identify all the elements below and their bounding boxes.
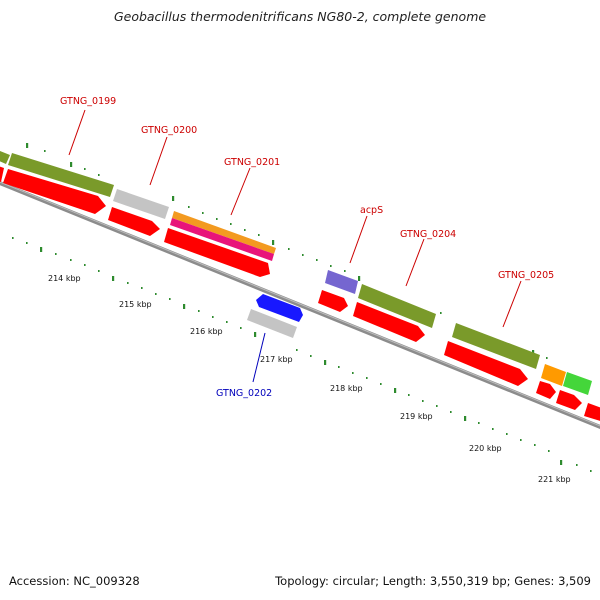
gene-label-gtng-0201[interactable]: GTNG_0201: [224, 157, 280, 168]
gene-label-gtng-0202[interactable]: GTNG_0202: [216, 388, 272, 399]
gene-label-gtng-0199[interactable]: GTNG_0199: [60, 96, 116, 107]
cds-arrow-7[interactable]: [536, 381, 556, 399]
feature-gtng-0199[interactable]: [8, 153, 114, 197]
leader-gtng-0204: [405, 238, 425, 287]
leader-gtng-0202: [252, 332, 266, 383]
cds-lane: [0, 163, 600, 424]
scale-label-215: 215 kbp: [119, 300, 152, 309]
feature-gtng-0201-pink[interactable]: [170, 218, 274, 261]
feature-gtng-0200[interactable]: [113, 189, 169, 219]
cds-arrow-9[interactable]: [584, 403, 600, 424]
feature-gtng-0198-olive[interactable]: [0, 147, 10, 164]
leader-gtng-0205: [502, 280, 522, 328]
scale-label-219: 219 kbp: [400, 412, 433, 421]
scale-label-217: 217 kbp: [260, 355, 293, 364]
cds-arrow-6[interactable]: [444, 341, 528, 386]
feature-acps[interactable]: [325, 270, 358, 294]
cds-arrow-3[interactable]: [164, 228, 270, 277]
feature-gtng-0201-orange[interactable]: [172, 211, 276, 254]
feature-gtng-0204[interactable]: [358, 284, 436, 328]
scale-label-214: 214 kbp: [48, 274, 81, 283]
feature-green-gene[interactable]: [563, 372, 592, 395]
feature-gtng-0202-grey[interactable]: [247, 309, 297, 338]
cds-arrow-8[interactable]: [556, 390, 582, 410]
gene-label-gtng-0200[interactable]: GTNG_0200: [141, 125, 197, 136]
feature-gtng-0205[interactable]: [452, 323, 540, 369]
scale-label-221: 221 kbp: [538, 475, 571, 484]
gene-label-acps[interactable]: acpS: [360, 205, 383, 216]
genome-backbone: [0, 180, 600, 430]
feature-lane-upper: [0, 147, 592, 395]
genome-backbone-highlight: [0, 181, 600, 427]
cds-arrow-4[interactable]: [318, 290, 348, 312]
scale-label-220: 220 kbp: [469, 444, 502, 453]
accession-text: Accession: NC_009328: [9, 574, 140, 588]
cds-arrow-0[interactable]: [0, 163, 4, 182]
gene-label-gtng-0204[interactable]: GTNG_0204: [400, 229, 456, 240]
map-title: Geobacillus thermodenitrificans NG80-2, …: [113, 9, 487, 24]
leader-gtng-0201: [230, 167, 251, 216]
scale-label-216: 216 kbp: [190, 327, 223, 336]
feature-orange-gene[interactable]: [541, 364, 566, 386]
leader-acps: [349, 215, 368, 264]
leader-gtng-0199: [68, 109, 86, 156]
leader-gtng-0200: [149, 136, 168, 186]
topology-stats-text: Topology: circular; Length: 3,550,319 bp…: [275, 574, 591, 588]
scale-label-218: 218 kbp: [330, 384, 363, 393]
cds-arrow-1[interactable]: [3, 169, 106, 214]
feature-gtng-0202-blue[interactable]: [256, 294, 303, 322]
lower-tick-row: [12, 237, 592, 472]
cds-arrow-2[interactable]: [108, 207, 160, 236]
cds-arrow-5[interactable]: [353, 302, 425, 342]
label-leaders: [68, 109, 522, 383]
gene-label-gtng-0205[interactable]: GTNG_0205: [498, 270, 554, 281]
